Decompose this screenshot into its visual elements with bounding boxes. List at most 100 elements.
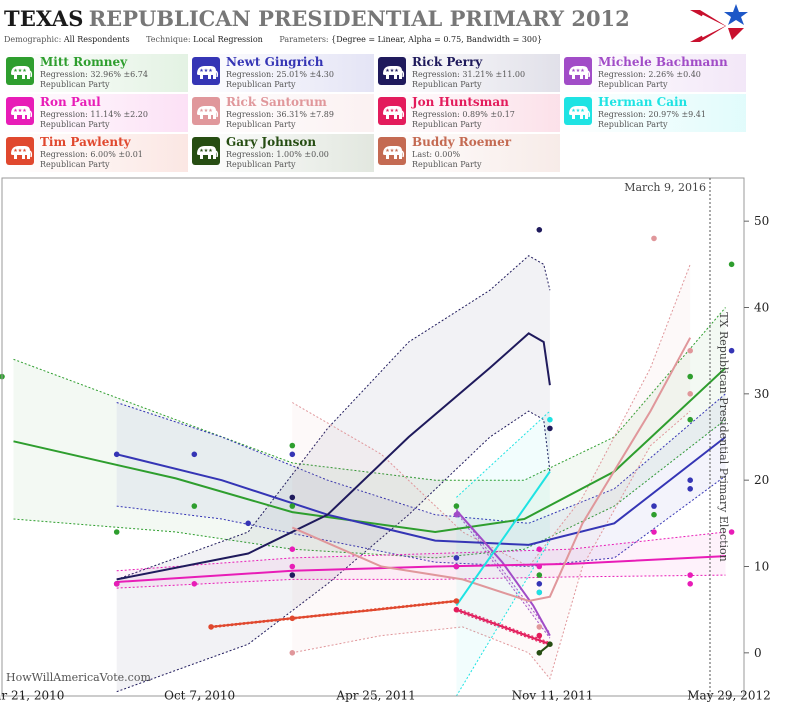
newt-gingrich-poll-point: [453, 555, 460, 561]
legend-item-gary-johnson[interactable]: ★★★ Gary Johnson Regression: 1.00% ±0.00 Re…: [188, 134, 374, 172]
mitt-romney-poll-point: [113, 529, 120, 535]
legend-item-rick-santorum[interactable]: ★★★ Rick Santorum Regression: 36.31% ±7.89…: [188, 94, 374, 132]
legend-item-newt-gingrich[interactable]: ★★★ Newt Gingrich Regression: 25.01% ±4.30…: [188, 54, 374, 92]
ron-paul-upper-bound: [116, 531, 726, 572]
elephant-icon: ★★★: [192, 57, 220, 85]
rick-perry-upper-bound: [116, 255, 551, 580]
jon-huntsman-lower-bound: [456, 610, 551, 647]
ron-paul-poll-point: [687, 581, 693, 587]
rick-perry-lower-bound: [116, 410, 551, 693]
candidate-party: Republican Party: [40, 80, 110, 89]
election-marker-label: TX Republican Presidential Primary Elect…: [717, 312, 730, 561]
mitt-romney-poll-point: [289, 442, 296, 449]
y-tick-label: 40: [754, 301, 769, 315]
ron-paul-regression-line: [116, 555, 726, 583]
elephant-icon: ★★★: [6, 97, 34, 125]
mitt-romney-confidence-band: [13, 307, 726, 558]
marker-date-label: March 9, 2016: [624, 181, 706, 194]
chart-svg: 0 10 20 30 40 50 Mar 21, 2010 Oct 7, 2010 Apr 25…: [0, 177, 771, 703]
ron-paul-poll-point: [536, 546, 543, 552]
candidate-name: Tim Pawlenty: [40, 135, 131, 149]
rick-perry-poll-point: [289, 494, 296, 501]
legend-item-jon-huntsman[interactable]: ★★★ Jon Huntsman Regression: 0.89% ±0.17 Re…: [374, 94, 560, 132]
tim-pawlenty-poll-point: [289, 615, 296, 622]
jon-huntsman-upper-bound: [456, 607, 551, 643]
svg-text:★★★: ★★★: [199, 108, 213, 114]
candidate-name: Mitt Romney: [40, 55, 128, 69]
mitt-romney-poll-point: [687, 416, 693, 423]
svg-text:★★★: ★★★: [385, 108, 399, 114]
mitt-romney-poll-point: [687, 373, 693, 380]
newt-gingrich-poll-point: [536, 581, 543, 587]
candidate-name: Rick Perry: [412, 55, 483, 69]
ron-paul-poll-point: [536, 563, 543, 570]
newt-gingrich-confidence-band: [116, 393, 726, 567]
herman-cain-upper-bound: [456, 410, 551, 498]
title-rest: REPUBLICAN PRESIDENTIAL PRIMARY 2012: [88, 6, 630, 31]
svg-text:★★★: ★★★: [13, 68, 27, 74]
candidate-name: Jon Huntsman: [412, 95, 509, 109]
legend-item-michele-bachmann[interactable]: ★★★ Michele Bachmann Regression: 2.26% ±0.…: [560, 54, 746, 92]
newt-gingrich-poll-point: [289, 451, 296, 458]
candidate-name: Buddy Roemer: [412, 135, 512, 149]
jon-huntsman-poll-point: [453, 606, 460, 613]
candidate-name: Michele Bachmann: [598, 55, 728, 69]
mitt-romney-poll-point: [651, 511, 657, 518]
newt-gingrich-lower-bound: [116, 475, 726, 568]
legend-item-ron-paul[interactable]: ★★★ Ron Paul Regression: 11.14% ±2.20 Repub…: [2, 94, 188, 132]
elephant-icon: ★★★: [378, 97, 406, 125]
candidate-regression: Regression: 11.14% ±2.20: [40, 110, 148, 119]
candidate-regression: Regression: 36.31% ±7.89: [226, 110, 334, 119]
newt-gingrich-regression-line: [116, 436, 727, 546]
tim-pawlenty-poll-point: [453, 598, 460, 604]
gary-johnson-poll-point: [536, 650, 543, 656]
title-state: TEXAS: [4, 6, 84, 31]
newt-gingrich-poll-point: [728, 347, 735, 354]
mitt-romney-poll-point: [191, 503, 198, 509]
ron-paul-poll-point: [453, 563, 460, 570]
legend-item-buddy-roemer[interactable]: ★★★ Buddy Roemer Last: 0.00% Republican Par…: [374, 134, 560, 172]
candidate-party: Republican Party: [226, 80, 296, 89]
candidate-name: Ron Paul: [40, 95, 101, 109]
rick-santorum-poll-point: [536, 624, 543, 630]
candidate-party: Republican Party: [598, 120, 668, 129]
candidate-regression: Regression: 25.01% ±4.30: [226, 70, 334, 79]
technique-value: Local Regression: [193, 35, 263, 44]
tim-pawlenty-poll-point: [208, 624, 214, 630]
candidate-name: Gary Johnson: [226, 135, 317, 149]
svg-text:★★★: ★★★: [199, 148, 213, 154]
ron-paul-poll-point: [289, 546, 296, 552]
mitt-romney-lower-bound: [13, 419, 726, 559]
chart-area: 0 10 20 30 40 50 Mar 21, 2010 Oct 7, 2010 Apr 25…: [0, 176, 789, 704]
rick-santorum-poll-point: [687, 347, 693, 354]
chart-title: TEXAS REPUBLICAN PRESIDENTIAL PRIMARY 20…: [4, 6, 630, 31]
rick-perry-poll-point: [536, 227, 543, 233]
legend-item-herman-cain[interactable]: ★★★ Herman Cain Regression: 20.97% ±9.41 Re…: [560, 94, 746, 132]
demographic-value: All Respondents: [63, 35, 130, 44]
svg-text:★★★: ★★★: [199, 68, 213, 74]
tim-pawlenty-regression-line: [210, 600, 457, 628]
herman-cain-confidence-band: [456, 411, 550, 696]
legend-item-rick-perry[interactable]: ★★★ Rick Perry Regression: 31.21% ±11.00 Re…: [374, 54, 560, 92]
candidate-legend: ★★★ Mitt Romney Regression: 32.96% ±6.74 Re…: [0, 54, 760, 172]
candidate-regression: Regression: 6.00% ±0.01: [40, 150, 143, 159]
candidate-party: Republican Party: [40, 120, 110, 129]
herman-cain-poll-point: [547, 416, 553, 423]
y-tick-label: 30: [754, 387, 769, 401]
y-tick-label: 20: [754, 473, 769, 487]
candidate-name: Rick Santorum: [226, 95, 327, 109]
newt-gingrich-poll-point: [651, 503, 657, 509]
rick-santorum-poll-point: [289, 650, 296, 656]
ron-paul-poll-point: [651, 529, 657, 535]
legend-item-tim-pawlenty[interactable]: ★★★ Tim Pawlenty Regression: 6.00% ±0.01 Re…: [2, 134, 188, 172]
watermark: HowWillAmericaVote.com: [6, 671, 151, 684]
jon-huntsman-poll-point: [536, 632, 543, 639]
x-tick-label: Apr 25, 2011: [335, 689, 415, 703]
candidate-regression: Regression: 31.21% ±11.00: [412, 70, 526, 79]
svg-text:★★★: ★★★: [13, 148, 27, 154]
mitt-romney-poll-point: [289, 503, 296, 509]
candidate-party: Republican Party: [226, 160, 296, 169]
legend-item-mitt-romney[interactable]: ★★★ Mitt Romney Regression: 32.96% ±6.74 Re…: [2, 54, 188, 92]
svg-text:★★★: ★★★: [13, 108, 27, 114]
rick-perry-poll-point: [289, 572, 296, 578]
